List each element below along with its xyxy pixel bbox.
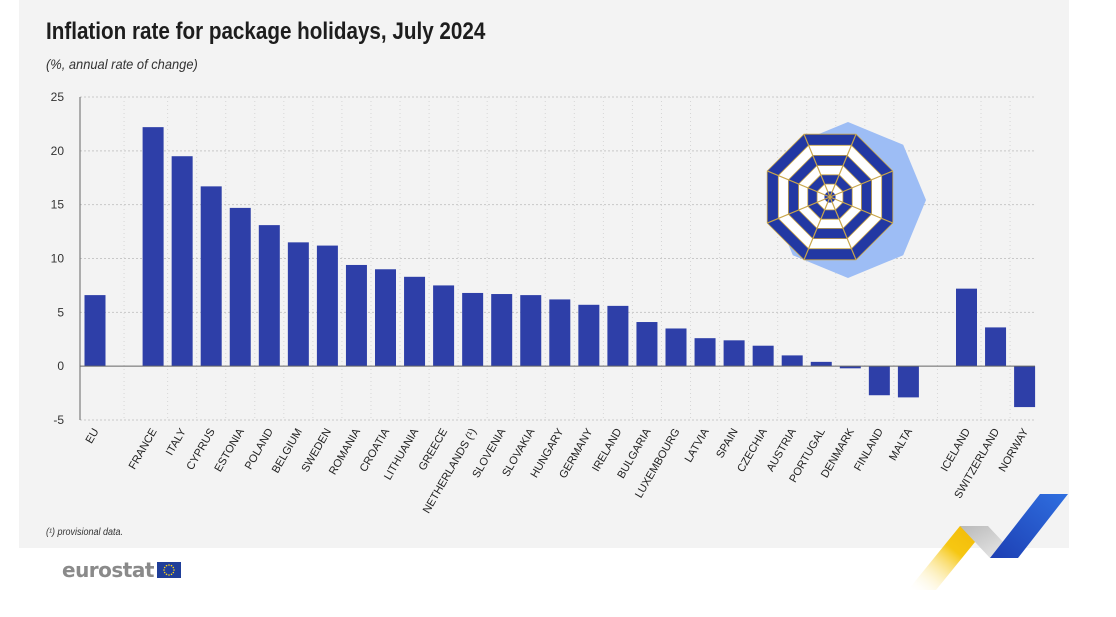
bar — [607, 305, 629, 367]
bar — [462, 292, 484, 367]
eu-flag-icon — [156, 562, 181, 578]
bar — [839, 366, 861, 369]
bar — [956, 288, 977, 367]
y-tick-label: -5 — [53, 413, 64, 427]
x-tick-label: FINLAND — [852, 426, 886, 473]
x-tick-label: NETHERLANDS (¹) — [421, 427, 479, 516]
flag-star — [168, 564, 170, 566]
flag-star — [163, 571, 166, 574]
y-tick-label: 15 — [51, 198, 65, 212]
x-tick-labels: EU FRANCE ITALYCYPRUSESTONIAPOLANDBELGIUMS… — [84, 426, 1032, 516]
y-tick-label: 25 — [51, 90, 65, 104]
flag-star — [165, 564, 168, 567]
bar — [200, 186, 222, 367]
flag-star — [163, 566, 166, 569]
bar — [810, 361, 832, 367]
chart-subtitle: (%, annual rate of change) — [46, 56, 198, 72]
flag-star — [170, 573, 173, 576]
bar — [549, 299, 571, 367]
x-tick-label: POLAND — [243, 426, 276, 471]
x-tick-label: ITALY — [164, 426, 189, 458]
y-tick-labels: 25 20 15 10 5 0 -5 — [51, 90, 65, 427]
bar — [404, 276, 426, 367]
x-tick-label: SPAIN — [714, 426, 741, 460]
axis-layer — [79, 97, 1035, 420]
bar — [985, 327, 1007, 367]
umbrella-rib — [766, 170, 831, 198]
bar — [897, 366, 919, 398]
flag-star — [173, 569, 175, 571]
umbrella-rib — [803, 133, 831, 198]
bar — [287, 242, 309, 367]
x-tick-label: ESTONIA — [212, 426, 247, 474]
bar — [694, 338, 716, 367]
umbrella-rib — [766, 196, 831, 224]
umbrella-rib — [829, 170, 894, 198]
bar — [345, 264, 367, 367]
bar — [636, 322, 658, 367]
bar — [868, 366, 890, 396]
eurostat-logo-text: eurostat — [62, 558, 154, 582]
bar — [258, 225, 280, 367]
flag-star — [163, 569, 165, 571]
y-tick-label: 10 — [51, 252, 65, 266]
bar — [316, 245, 338, 367]
flag-star — [165, 573, 168, 576]
x-tick-label: EU — [84, 426, 102, 445]
corner-decoration — [908, 494, 1068, 590]
x-tick-label: FRANCE — [127, 427, 160, 472]
bar — [142, 127, 164, 367]
bar — [491, 294, 513, 367]
x-tick-label: LATVIA — [683, 426, 712, 465]
flag-star — [168, 574, 170, 576]
bar — [723, 340, 745, 367]
y-tick-label: 20 — [51, 144, 65, 158]
x-tick-label: CYPRUS — [184, 427, 217, 473]
flag-star — [172, 571, 175, 574]
bar — [781, 355, 803, 367]
umbrella-rib — [803, 196, 831, 261]
umbrella-rib — [829, 133, 857, 198]
x-tick-label: NORWAY — [997, 426, 1032, 474]
bar — [433, 285, 455, 367]
y-tick-label: 0 — [57, 359, 64, 373]
umbrella-rib — [829, 196, 894, 224]
bar — [520, 295, 542, 367]
bars-layer — [84, 127, 1036, 408]
x-tick-label: MALTA — [887, 426, 915, 463]
bar — [665, 328, 687, 367]
flag-star — [170, 564, 173, 567]
bar — [171, 156, 193, 367]
bar — [229, 207, 251, 367]
bar — [375, 269, 396, 367]
footnote: (¹) provisional data. — [46, 527, 124, 538]
y-tick-label: 5 — [57, 305, 64, 319]
umbrella-rib — [829, 196, 857, 261]
chart-title: Inflation rate for package holidays, Jul… — [46, 18, 486, 45]
eurostat-logo: eurostat — [62, 556, 181, 584]
bar — [1014, 366, 1036, 408]
flag-star — [172, 566, 175, 569]
bar — [578, 304, 600, 367]
bar — [84, 295, 106, 367]
bar — [752, 345, 774, 367]
beach-umbrella-icon — [766, 122, 926, 278]
